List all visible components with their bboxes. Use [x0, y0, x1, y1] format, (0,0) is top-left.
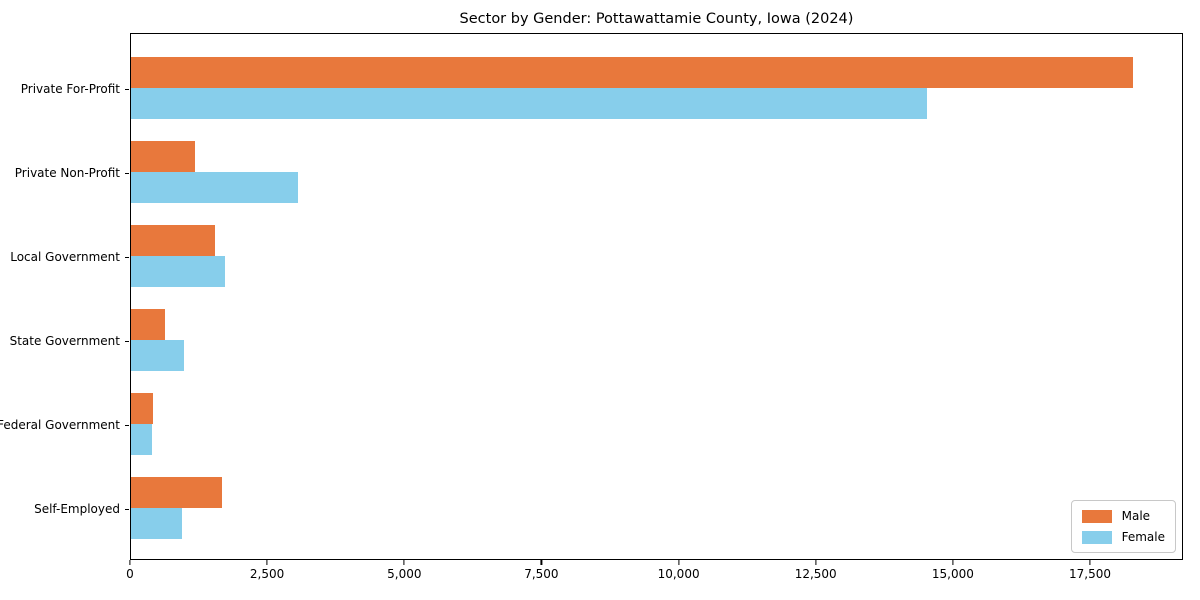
x-tick-label: 5,000 [387, 567, 422, 581]
x-tick-label: 0 [126, 567, 134, 581]
bar-female-federal-government [131, 424, 152, 455]
y-tick-mark [125, 508, 129, 510]
legend-label: Male [1121, 509, 1151, 523]
x-tick-mark [815, 560, 817, 565]
x-tick-label: 15,000 [931, 567, 974, 581]
bar-female-local-government [131, 256, 225, 287]
bar-female-state-government [131, 340, 184, 371]
bar-male-state-government [131, 309, 165, 340]
y-tick-mark [125, 424, 129, 426]
bar-female-private-non-profit [131, 172, 298, 203]
y-tick-label: Self-Employed [34, 501, 120, 516]
y-tick-label: State Government [9, 333, 120, 348]
legend-swatch-female [1081, 530, 1112, 544]
bar-female-private-for-profit [131, 88, 927, 119]
y-tick-mark [125, 256, 129, 258]
x-tick-label: 17,500 [1069, 567, 1111, 581]
legend-swatch-male [1081, 509, 1112, 523]
x-tick-mark [952, 560, 954, 565]
bar-male-federal-government [131, 393, 153, 424]
legend: Male Female [1070, 500, 1176, 553]
legend-label: Female [1121, 530, 1165, 544]
x-tick-label: 7,500 [524, 567, 559, 581]
y-tick-label: Private Non-Profit [14, 165, 120, 180]
y-tick-mark [125, 88, 129, 90]
legend-entry-male: Male [1081, 509, 1165, 523]
x-tick-mark [1089, 560, 1091, 565]
x-tick-mark [129, 560, 131, 565]
chart-title: Sector by Gender: Pottawattamie County, … [459, 11, 854, 27]
x-tick-label: 10,000 [657, 567, 700, 581]
plot-area: Male Female [130, 33, 1183, 560]
bar-female-self-employed [131, 508, 182, 539]
y-tick-label: Private For-Profit [20, 81, 120, 96]
y-tick-mark [125, 340, 129, 342]
x-tick-label: 12,500 [794, 567, 837, 581]
x-tick-mark [266, 560, 268, 565]
x-tick-mark [678, 560, 680, 565]
x-tick-label: 2,500 [249, 567, 285, 581]
x-tick-mark [540, 560, 542, 565]
y-axis-labels: Private For-Profit Private Non-Profit Loca… [0, 33, 120, 560]
bar-male-private-for-profit [131, 57, 1133, 88]
y-tick-label: Federal Government [0, 417, 120, 432]
legend-entry-female: Female [1081, 530, 1165, 544]
bar-male-local-government [131, 225, 215, 256]
bar-male-self-employed [131, 477, 222, 508]
y-tick-label: Local Government [10, 249, 120, 264]
bar-male-private-non-profit [131, 141, 195, 172]
y-tick-mark [125, 172, 129, 174]
x-axis-ticks: 0 2,500 5,000 7,500 10,000 12,500 15,000 17,500 [126, 560, 1183, 590]
x-tick-mark [403, 560, 405, 565]
